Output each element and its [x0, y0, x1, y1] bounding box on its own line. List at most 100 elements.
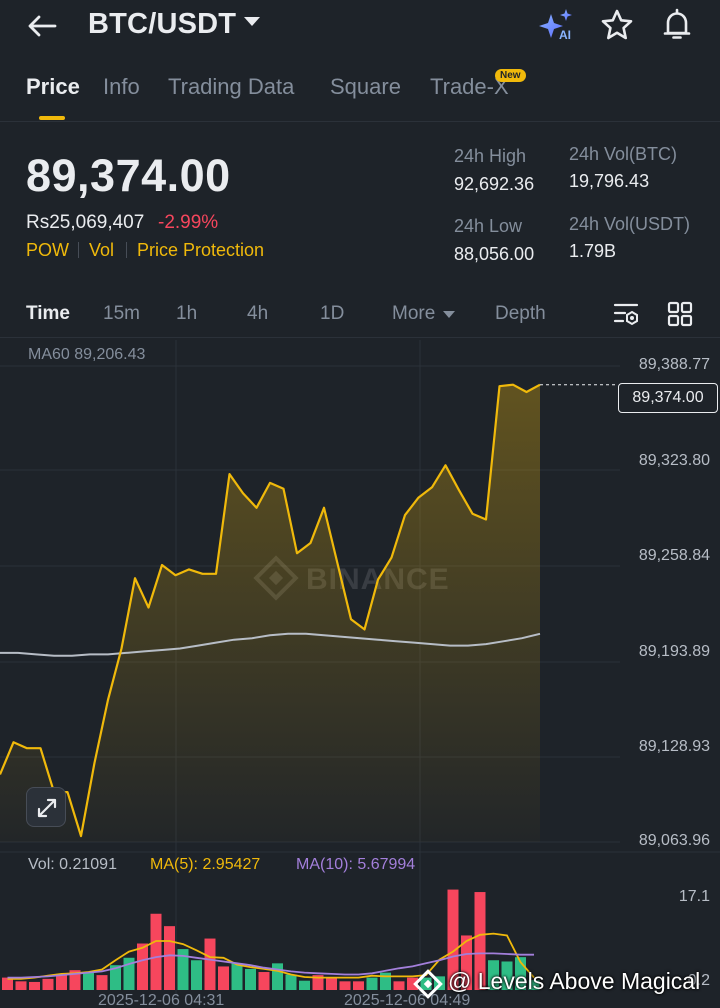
- volume-bar: [2, 977, 13, 990]
- overlay-watermark-logo: [413, 969, 443, 999]
- current-price-tag: 89,374.00: [618, 383, 718, 413]
- volume-bar: [204, 938, 216, 990]
- volume-bars: [2, 889, 540, 990]
- tab-bar: Price Info Trading Data Square Trade-X: [0, 62, 720, 122]
- volume-bar: [272, 963, 283, 990]
- fullscreen-button[interactable]: [26, 787, 66, 827]
- interval-1d[interactable]: 1D: [320, 303, 345, 324]
- volume-bar: [326, 977, 337, 990]
- tag-pow[interactable]: POW: [26, 240, 69, 260]
- ma60-line: [0, 632, 541, 657]
- volume-axis-min: 0.2: [687, 972, 710, 989]
- stat-24h-high-label: 24h High: [454, 146, 527, 166]
- volume-bar: [312, 975, 324, 990]
- price-chart[interactable]: BINANCE: [0, 340, 720, 1008]
- interval-time[interactable]: Time: [26, 303, 71, 324]
- volume-bar: [366, 977, 378, 990]
- caret-down-icon[interactable]: [244, 17, 260, 26]
- new-badge: New: [495, 69, 526, 82]
- volume-bar: [285, 974, 297, 990]
- tag-divider: [78, 242, 79, 258]
- y-axis-label: 89,388.77: [638, 356, 710, 373]
- ma60-legend: MA60 89,206.43: [28, 346, 146, 363]
- vol-ma5-line: [7, 932, 535, 980]
- volume-bar: [488, 960, 499, 990]
- stat-24h-vol-usdt-value: 1.79B: [569, 241, 617, 261]
- expand-icon: [37, 798, 57, 818]
- indicator-settings-icon[interactable]: [612, 300, 642, 328]
- interval-more[interactable]: More: [392, 303, 436, 324]
- volume-bar: [407, 977, 418, 990]
- stat-24h-high-value: 92,692.36: [454, 174, 535, 194]
- volume-bar: [258, 972, 270, 990]
- top-bar: BTC/USDT AI: [0, 0, 720, 52]
- tab-info[interactable]: Info: [103, 74, 140, 99]
- x-axis-time-label: 2025-12-06 04:49: [344, 992, 471, 1008]
- interval-15m[interactable]: 15m: [103, 303, 140, 324]
- volume-bar: [123, 957, 135, 990]
- volume-bar: [29, 981, 40, 990]
- stat-24h-low-value: 88,056.00: [454, 244, 535, 264]
- stat-24h-vol-btc-value: 19,796.43: [569, 171, 650, 191]
- volume-bar: [56, 973, 67, 990]
- price-change-percent: -2.99%: [158, 212, 219, 233]
- volume-bar: [191, 960, 202, 990]
- y-axis-label: 89,063.96: [638, 832, 710, 849]
- interval-bar: Time 15m 1h 4h 1D More Depth: [0, 290, 720, 338]
- volume-bar: [528, 980, 540, 990]
- volume-axis-max: 17.1: [678, 888, 710, 905]
- ai-label: AI: [559, 28, 571, 42]
- stat-24h-low-label: 24h Low: [454, 216, 523, 236]
- tab-square[interactable]: Square: [330, 74, 401, 99]
- pair-selector[interactable]: BTC/USDT: [88, 8, 237, 40]
- bell-icon[interactable]: [660, 8, 694, 42]
- tag-price-protection[interactable]: Price Protection: [137, 240, 265, 260]
- volume-bar: [461, 935, 472, 990]
- y-axis-label: 89,128.93: [638, 738, 710, 755]
- volume-bar: [380, 972, 391, 990]
- more-caret-icon[interactable]: [443, 311, 455, 318]
- volume-bar: [177, 949, 189, 990]
- interval-4h[interactable]: 4h: [247, 303, 269, 324]
- volume-bar: [339, 981, 351, 990]
- volume-ma5-legend: MA(5): 2.95427: [150, 856, 261, 873]
- layout-grid-icon[interactable]: [666, 300, 694, 328]
- y-axis-label: 89,258.84: [638, 547, 710, 564]
- overlay-watermark-text: @ Levels Above Magical: [448, 968, 701, 994]
- stat-24h-vol-usdt-label: 24h Vol(USDT): [569, 214, 691, 234]
- fiat-price: Rs25,069,407: [26, 212, 145, 233]
- volume-bar: [69, 970, 81, 990]
- volume-bar: [83, 972, 94, 990]
- last-price: 89,374.00: [26, 150, 231, 201]
- volume-bar: [42, 978, 54, 990]
- x-axis-time-label: 2025-12-06 04:31: [98, 992, 225, 1008]
- volume-bar: [110, 965, 121, 990]
- volume-bar: [164, 926, 175, 990]
- volume-bar: [501, 961, 513, 990]
- vol-ma10-line: [7, 952, 534, 979]
- volume-bar: [150, 913, 162, 990]
- volume-bar: [393, 981, 405, 990]
- interval-depth[interactable]: Depth: [495, 303, 546, 324]
- volume-bar: [245, 968, 256, 990]
- volume-bar: [96, 975, 108, 990]
- volume-bar: [447, 889, 459, 990]
- back-arrow-icon[interactable]: [24, 10, 60, 42]
- tab-price[interactable]: Price: [26, 74, 80, 99]
- ai-sparkle-icon[interactable]: AI: [538, 8, 578, 44]
- tag-vol[interactable]: Vol: [89, 240, 115, 260]
- interval-1h[interactable]: 1h: [176, 303, 198, 324]
- volume-bar: [231, 963, 243, 990]
- price-line: [0, 383, 541, 838]
- volume-bar: [218, 966, 229, 990]
- star-icon[interactable]: [600, 8, 634, 42]
- volume-bar: [137, 943, 148, 990]
- stat-24h-vol-btc-label: 24h Vol(BTC): [569, 144, 678, 164]
- tab-trading-data[interactable]: Trading Data: [168, 74, 295, 99]
- volume-legend: Vol: 0.21091: [28, 856, 117, 873]
- volume-bar: [353, 981, 364, 990]
- tag-divider: [126, 242, 127, 258]
- y-axis-label: 89,193.89: [638, 643, 710, 660]
- volume-bar: [15, 981, 27, 990]
- price-area-fill: [0, 384, 540, 842]
